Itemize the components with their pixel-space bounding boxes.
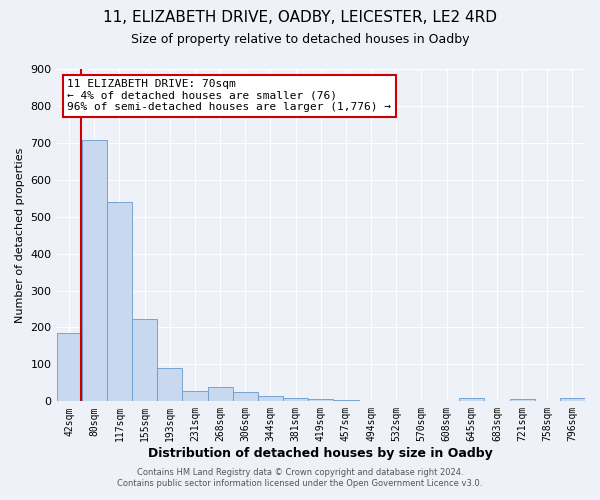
- Text: 11, ELIZABETH DRIVE, OADBY, LEICESTER, LE2 4RD: 11, ELIZABETH DRIVE, OADBY, LEICESTER, L…: [103, 10, 497, 25]
- Bar: [560, 398, 585, 402]
- Bar: [258, 396, 283, 402]
- Bar: [359, 400, 383, 402]
- Text: Contains HM Land Registry data © Crown copyright and database right 2024.
Contai: Contains HM Land Registry data © Crown c…: [118, 468, 482, 487]
- Y-axis label: Number of detached properties: Number of detached properties: [15, 148, 25, 323]
- Bar: [208, 386, 233, 402]
- Text: Size of property relative to detached houses in Oadby: Size of property relative to detached ho…: [131, 32, 469, 46]
- Bar: [132, 320, 157, 402]
- X-axis label: Distribution of detached houses by size in Oadby: Distribution of detached houses by size …: [148, 447, 493, 460]
- Bar: [56, 333, 82, 402]
- Bar: [509, 400, 535, 402]
- Text: 11 ELIZABETH DRIVE: 70sqm
← 4% of detached houses are smaller (76)
96% of semi-d: 11 ELIZABETH DRIVE: 70sqm ← 4% of detach…: [67, 79, 391, 112]
- Bar: [459, 398, 484, 402]
- Bar: [182, 391, 208, 402]
- Bar: [308, 400, 334, 402]
- Bar: [233, 392, 258, 402]
- Bar: [334, 400, 359, 402]
- Bar: [157, 368, 182, 402]
- Bar: [283, 398, 308, 402]
- Bar: [82, 140, 107, 402]
- Bar: [107, 202, 132, 402]
